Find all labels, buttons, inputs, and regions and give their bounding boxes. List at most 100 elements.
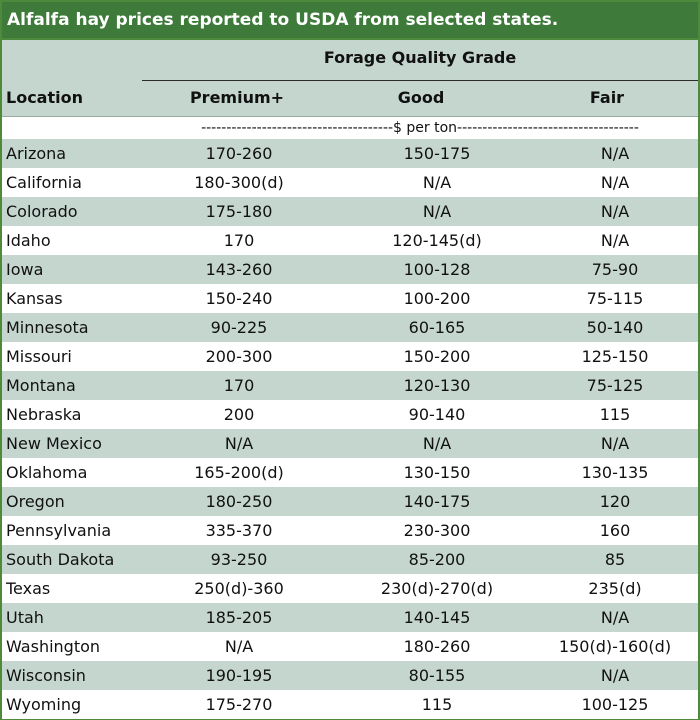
premium-cell: 150-240 [205, 289, 273, 308]
table-body: Arizona 170-260 150-175 N/A California 180-30… [2, 139, 698, 719]
table-row: Idaho 170 120-145(d) N/A [2, 226, 698, 255]
table-row: Wisconsin 190-195 80-155 N/A [2, 661, 698, 690]
fair-cell: N/A [600, 231, 630, 250]
fair-cell: N/A [600, 202, 630, 221]
location-cell: Kansas [6, 289, 63, 308]
fair-cell: N/A [600, 434, 630, 453]
table-row: Pennsylvania 335-370 230-300 160 [2, 516, 698, 545]
table-row: California 180-300(d) N/A N/A [2, 168, 698, 197]
good-cell: 80-155 [408, 666, 466, 685]
location-cell: Idaho [6, 231, 51, 250]
fair-cell: 100-125 [581, 695, 649, 714]
location-cell: Washington [6, 637, 101, 656]
fair-cell: N/A [600, 608, 630, 627]
table-row: Nebraska 200 90-140 115 [2, 400, 698, 429]
location-header: Location [6, 88, 83, 107]
column-group-label: Forage Quality Grade [323, 48, 517, 67]
good-cell: 140-175 [403, 492, 471, 511]
premium-cell: N/A [224, 434, 254, 453]
table-row: Montana 170 120-130 75-125 [2, 371, 698, 400]
good-cell: 85-200 [408, 550, 466, 569]
table-row: Minnesota 90-225 60-165 50-140 [2, 313, 698, 342]
premium-cell: 200 [223, 405, 255, 424]
location-cell: Montana [6, 376, 76, 395]
premium-cell: 170-260 [205, 144, 273, 163]
premium-cell: 93-250 [210, 550, 268, 569]
location-cell: Arizona [6, 144, 67, 163]
location-cell: Texas [6, 579, 51, 598]
premium-cell: 335-370 [205, 521, 273, 540]
fair-cell: 115 [599, 405, 631, 424]
good-cell: 100-128 [403, 260, 471, 279]
location-cell: Colorado [6, 202, 78, 221]
premium-cell: N/A [224, 637, 254, 656]
location-cell: Pennsylvania [6, 521, 112, 540]
fair-cell: 85 [604, 550, 626, 569]
table-row: Oregon 180-250 140-175 120 [2, 487, 698, 516]
table-row: Iowa 143-260 100-128 75-90 [2, 255, 698, 284]
fair-cell: 160 [599, 521, 631, 540]
fair-cell: 75-90 [591, 260, 639, 279]
good-cell: 60-165 [408, 318, 466, 337]
table-row: Washington N/A 180-260 150(d)-160(d) [2, 632, 698, 661]
table-row: Oklahoma 165-200(d) 130-150 130-135 [2, 458, 698, 487]
location-cell: Oklahoma [6, 463, 88, 482]
premium-header: Premium+ [189, 88, 285, 107]
fair-cell: 75-125 [586, 376, 644, 395]
fair-cell: 75-115 [586, 289, 644, 308]
good-cell: N/A [422, 202, 452, 221]
table-row: Wyoming 175-270 115 100-125 [2, 690, 698, 719]
good-cell: 180-260 [403, 637, 471, 656]
fair-cell: N/A [600, 173, 630, 192]
premium-cell: 175-270 [205, 695, 273, 714]
table-row: Missouri 200-300 150-200 125-150 [2, 342, 698, 371]
fair-cell: N/A [600, 666, 630, 685]
premium-cell: 180-300(d) [194, 173, 284, 192]
fair-header: Fair [589, 88, 625, 107]
good-cell: 115 [421, 695, 453, 714]
location-cell: Iowa [6, 260, 44, 279]
premium-cell: 143-260 [205, 260, 273, 279]
location-cell: California [6, 173, 82, 192]
location-cell: South Dakota [6, 550, 115, 569]
premium-cell: 185-205 [205, 608, 273, 627]
fair-cell: 235(d) [588, 579, 642, 598]
good-cell: 100-200 [403, 289, 471, 308]
location-cell: Utah [6, 608, 44, 627]
premium-cell: 175-180 [205, 202, 273, 221]
premium-cell: 90-225 [210, 318, 268, 337]
fair-cell: 120 [599, 492, 631, 511]
location-cell: Wyoming [6, 695, 82, 714]
table-row: Arizona 170-260 150-175 N/A [2, 139, 698, 168]
table-row: Colorado 175-180 N/A N/A [2, 197, 698, 226]
premium-cell: 180-250 [205, 492, 273, 511]
location-cell: Nebraska [6, 405, 82, 424]
good-cell: 230(d)-270(d) [380, 579, 494, 598]
premium-cell: 190-195 [205, 666, 273, 685]
good-cell: 230-300 [403, 521, 471, 540]
good-cell: N/A [422, 434, 452, 453]
good-cell: 120-130 [403, 376, 471, 395]
premium-cell: 165-200(d) [194, 463, 284, 482]
premium-cell: 170 [223, 231, 255, 250]
good-cell: 150-200 [403, 347, 471, 366]
good-cell: N/A [422, 173, 452, 192]
good-cell: 130-150 [403, 463, 471, 482]
location-cell: Missouri [6, 347, 72, 366]
table-row: New Mexico N/A N/A N/A [2, 429, 698, 458]
table-row: Kansas 150-240 100-200 75-115 [2, 284, 698, 313]
units-row: --------------------------------------$ … [2, 116, 698, 139]
good-cell: 150-175 [403, 144, 471, 163]
table-header: Forage Quality Grade Location Premium+ G… [2, 40, 698, 116]
table-row: South Dakota 93-250 85-200 85 [2, 545, 698, 574]
fair-cell: 50-140 [586, 318, 644, 337]
location-cell: Wisconsin [6, 666, 86, 685]
premium-cell: 170 [223, 376, 255, 395]
good-cell: 120-145(d) [392, 231, 482, 250]
good-cell: 90-140 [408, 405, 466, 424]
fair-cell: 130-135 [581, 463, 649, 482]
location-cell: New Mexico [6, 434, 102, 453]
fair-cell: 150(d)-160(d) [558, 637, 672, 656]
table-title: Alfalfa hay prices reported to USDA from… [2, 2, 698, 40]
